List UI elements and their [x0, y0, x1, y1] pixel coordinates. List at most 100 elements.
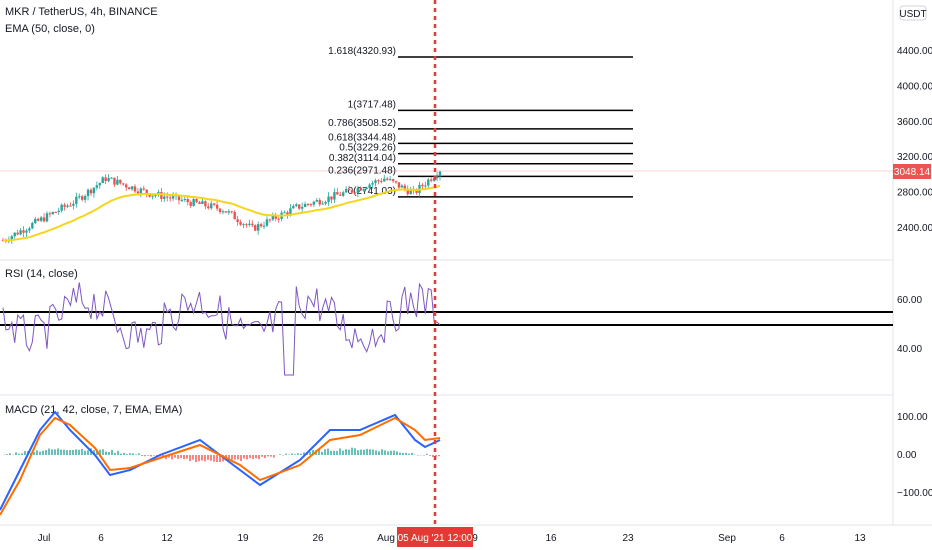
candle-body [42, 217, 46, 222]
candle-body [116, 179, 119, 185]
candle-body [127, 187, 131, 190]
candle-body [359, 188, 363, 191]
macd-histogram-bar [318, 449, 320, 455]
candle-body [166, 196, 169, 198]
macd-histogram-bar [438, 455, 440, 457]
candle-body [75, 196, 78, 204]
candlesticks [1, 170, 442, 244]
macd-histogram-bar [285, 453, 287, 455]
macd-histogram-bar [261, 455, 263, 457]
candle-body [277, 218, 280, 220]
candle-body [327, 196, 330, 202]
candle-body [95, 185, 99, 188]
candle-body [133, 186, 137, 192]
macd-histogram-bar [270, 455, 272, 457]
time-tick: 16 [545, 533, 557, 544]
macd-histogram-bar [111, 449, 113, 455]
macd-histogram-bar [345, 449, 347, 455]
candle-body [356, 188, 360, 193]
candle-body [207, 206, 210, 209]
candle-body [289, 208, 292, 215]
candle-body [268, 219, 272, 221]
candle-body [92, 187, 96, 194]
price-axis: 4400.00 4000.00 3600.00 3200.00 2800.00 2400.… [897, 46, 932, 234]
candle-body [406, 188, 409, 195]
candle-body [89, 189, 93, 194]
candle-body [256, 224, 260, 231]
macd-histogram-bar [342, 450, 344, 455]
macd-histogram-bar [357, 450, 359, 455]
macd-histogram-bar [336, 450, 338, 455]
candle-body [368, 184, 371, 189]
candle-body [292, 206, 295, 209]
time-tick: 13 [854, 533, 866, 544]
macd-histogram-bar [264, 455, 266, 459]
macd-histogram-bar [42, 450, 44, 455]
candle-body [415, 189, 418, 193]
candle-body [318, 200, 321, 205]
macd-histogram-bar [255, 455, 257, 459]
candle-body [80, 196, 84, 200]
macd-histogram-bar [372, 449, 374, 455]
macd-histogram-bar [87, 450, 89, 455]
macd-histogram-bar [60, 449, 62, 455]
candle-body [186, 199, 189, 203]
macd-histogram-bar [234, 455, 236, 460]
ema-title: EMA (50, close, 0) [5, 23, 95, 35]
candle-body [315, 200, 319, 202]
macd-histogram-bar [9, 453, 11, 455]
macd-histogram-bar [84, 450, 86, 455]
macd-histogram-bar [249, 455, 251, 459]
candle-body [210, 203, 213, 209]
currency-button[interactable]: USDT [899, 5, 927, 21]
candle-body [212, 203, 216, 205]
fib-level-label: 0.618(3344.48) [328, 132, 396, 143]
fib-level-label: 1(3717.48) [348, 99, 396, 110]
macd-histogram-bar [207, 455, 209, 460]
time-tick: 23 [622, 533, 634, 544]
fib-level-label: 0.786(3508.52) [328, 118, 396, 129]
macd-histogram-bar [435, 455, 437, 457]
macd-histogram-bar [21, 453, 23, 455]
candle-body [136, 191, 140, 194]
macd-histogram-bar [351, 447, 353, 455]
candle-body [248, 223, 251, 225]
macd-histogram-bar [204, 455, 206, 462]
macd-histogram-bar [294, 454, 296, 455]
macd-histogram-bar [144, 455, 146, 457]
candle-body [189, 202, 192, 206]
candle-body [298, 204, 301, 209]
candle-body [271, 215, 275, 220]
candle-body [265, 219, 269, 226]
fib-retracement[interactable]: 1.618(4320.93) 1(3717.48) 0.786(3508.52) 0.… [328, 46, 633, 198]
macd-tick-0: 0.00 [897, 450, 917, 461]
macd-histogram-bar [195, 455, 197, 462]
candle-body [183, 199, 187, 201]
candle-body [218, 208, 222, 212]
macd-title: MACD (21, 42, close, 7, EMA, EMA) [5, 404, 182, 416]
candle-body [54, 211, 57, 213]
candle-body [303, 203, 307, 207]
time-tick: 26 [312, 533, 324, 544]
candle-body [98, 182, 101, 186]
candle-body [300, 206, 304, 209]
candle-body [403, 185, 407, 189]
candle-body [233, 211, 236, 220]
candle-body [362, 188, 365, 191]
macd-histogram-bar [210, 455, 212, 461]
candle-body [195, 199, 198, 203]
candle-body [251, 223, 254, 226]
macd-histogram-bar [312, 450, 314, 455]
rsi-title: RSI (14, close) [5, 268, 78, 280]
macd-histogram-bar [150, 455, 152, 457]
candle-body [215, 204, 219, 209]
candle-body [306, 203, 310, 205]
macd-histogram-bar [168, 455, 170, 458]
macd-histogram-bar [18, 453, 20, 455]
macd-histogram-bar [354, 448, 356, 455]
time-axis: Jul 6 12 19 26 Aug 9 16 23 Sep 6 13 [38, 533, 866, 544]
macd-histogram-bar [216, 455, 218, 463]
macd-histogram-bar [36, 450, 38, 455]
time-tick: 9 [472, 533, 478, 544]
